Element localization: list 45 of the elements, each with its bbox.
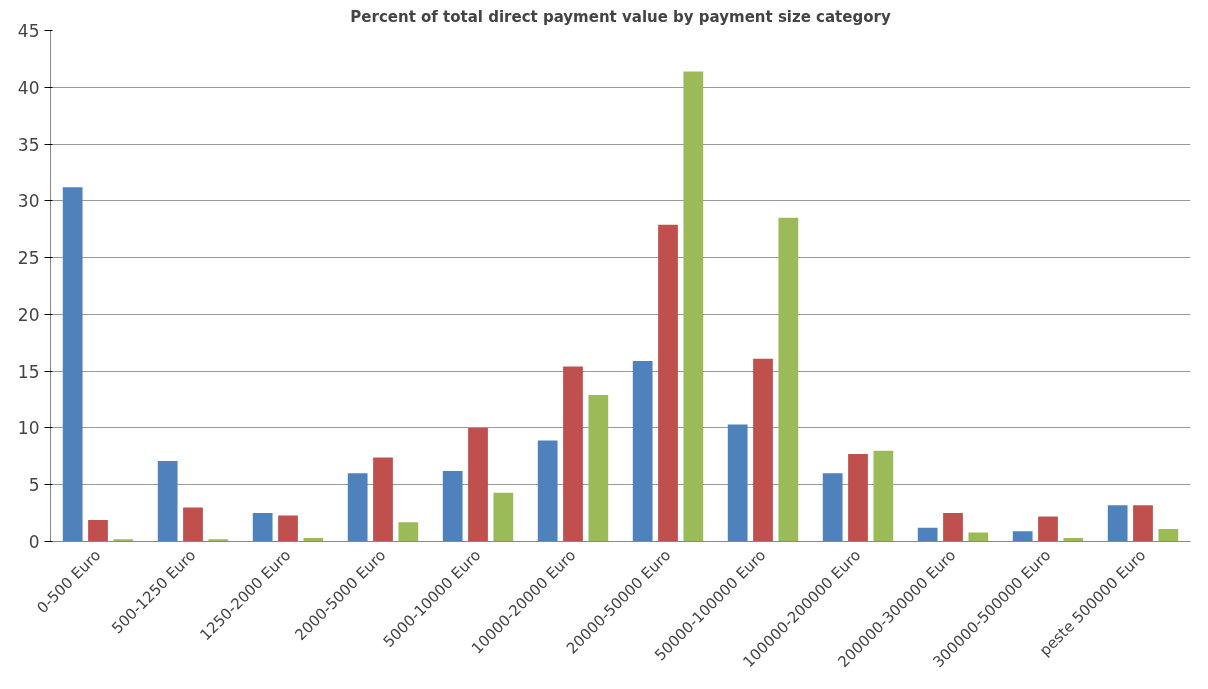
bar [303, 538, 324, 542]
bar [537, 440, 558, 542]
bar [917, 527, 938, 542]
bar [398, 522, 419, 542]
bar [468, 427, 488, 542]
y-tick-label: 0 [28, 532, 40, 552]
bar [252, 513, 273, 542]
y-tick-label: 40 [17, 77, 40, 98]
bar [943, 513, 963, 542]
bar [683, 71, 704, 542]
y-tick-label: 15 [17, 361, 40, 382]
bar [848, 454, 868, 542]
bar [563, 366, 583, 542]
bar [1133, 505, 1153, 542]
bar [62, 187, 83, 542]
y-tick-label: 5 [28, 475, 40, 496]
y-tick-label: 20 [17, 304, 40, 325]
y-tick-label: 30 [17, 191, 40, 212]
bar [1012, 531, 1033, 542]
bar [373, 457, 393, 542]
y-tick-label: 35 [17, 134, 40, 155]
bar [873, 450, 894, 542]
bar [658, 224, 678, 542]
y-tick-label: 10 [17, 418, 40, 439]
bar [822, 473, 843, 542]
bar [157, 460, 178, 542]
bar [1063, 538, 1084, 542]
y-tick-label: 45 [17, 21, 40, 41]
bar [778, 217, 799, 542]
bar [1038, 516, 1058, 542]
y-tick-label: 25 [17, 248, 40, 269]
bar [588, 395, 609, 542]
bar [183, 507, 203, 542]
bar [278, 515, 298, 542]
bar [968, 532, 989, 542]
bar [1107, 505, 1128, 542]
chart-title: Percent of total direct payment value by payment size category [350, 7, 891, 26]
bar [632, 360, 653, 542]
bar [1158, 529, 1179, 542]
bar [753, 358, 773, 542]
bar [493, 492, 514, 542]
bar [727, 424, 748, 542]
bar [347, 473, 368, 542]
bar [442, 471, 463, 542]
bar [88, 519, 108, 542]
